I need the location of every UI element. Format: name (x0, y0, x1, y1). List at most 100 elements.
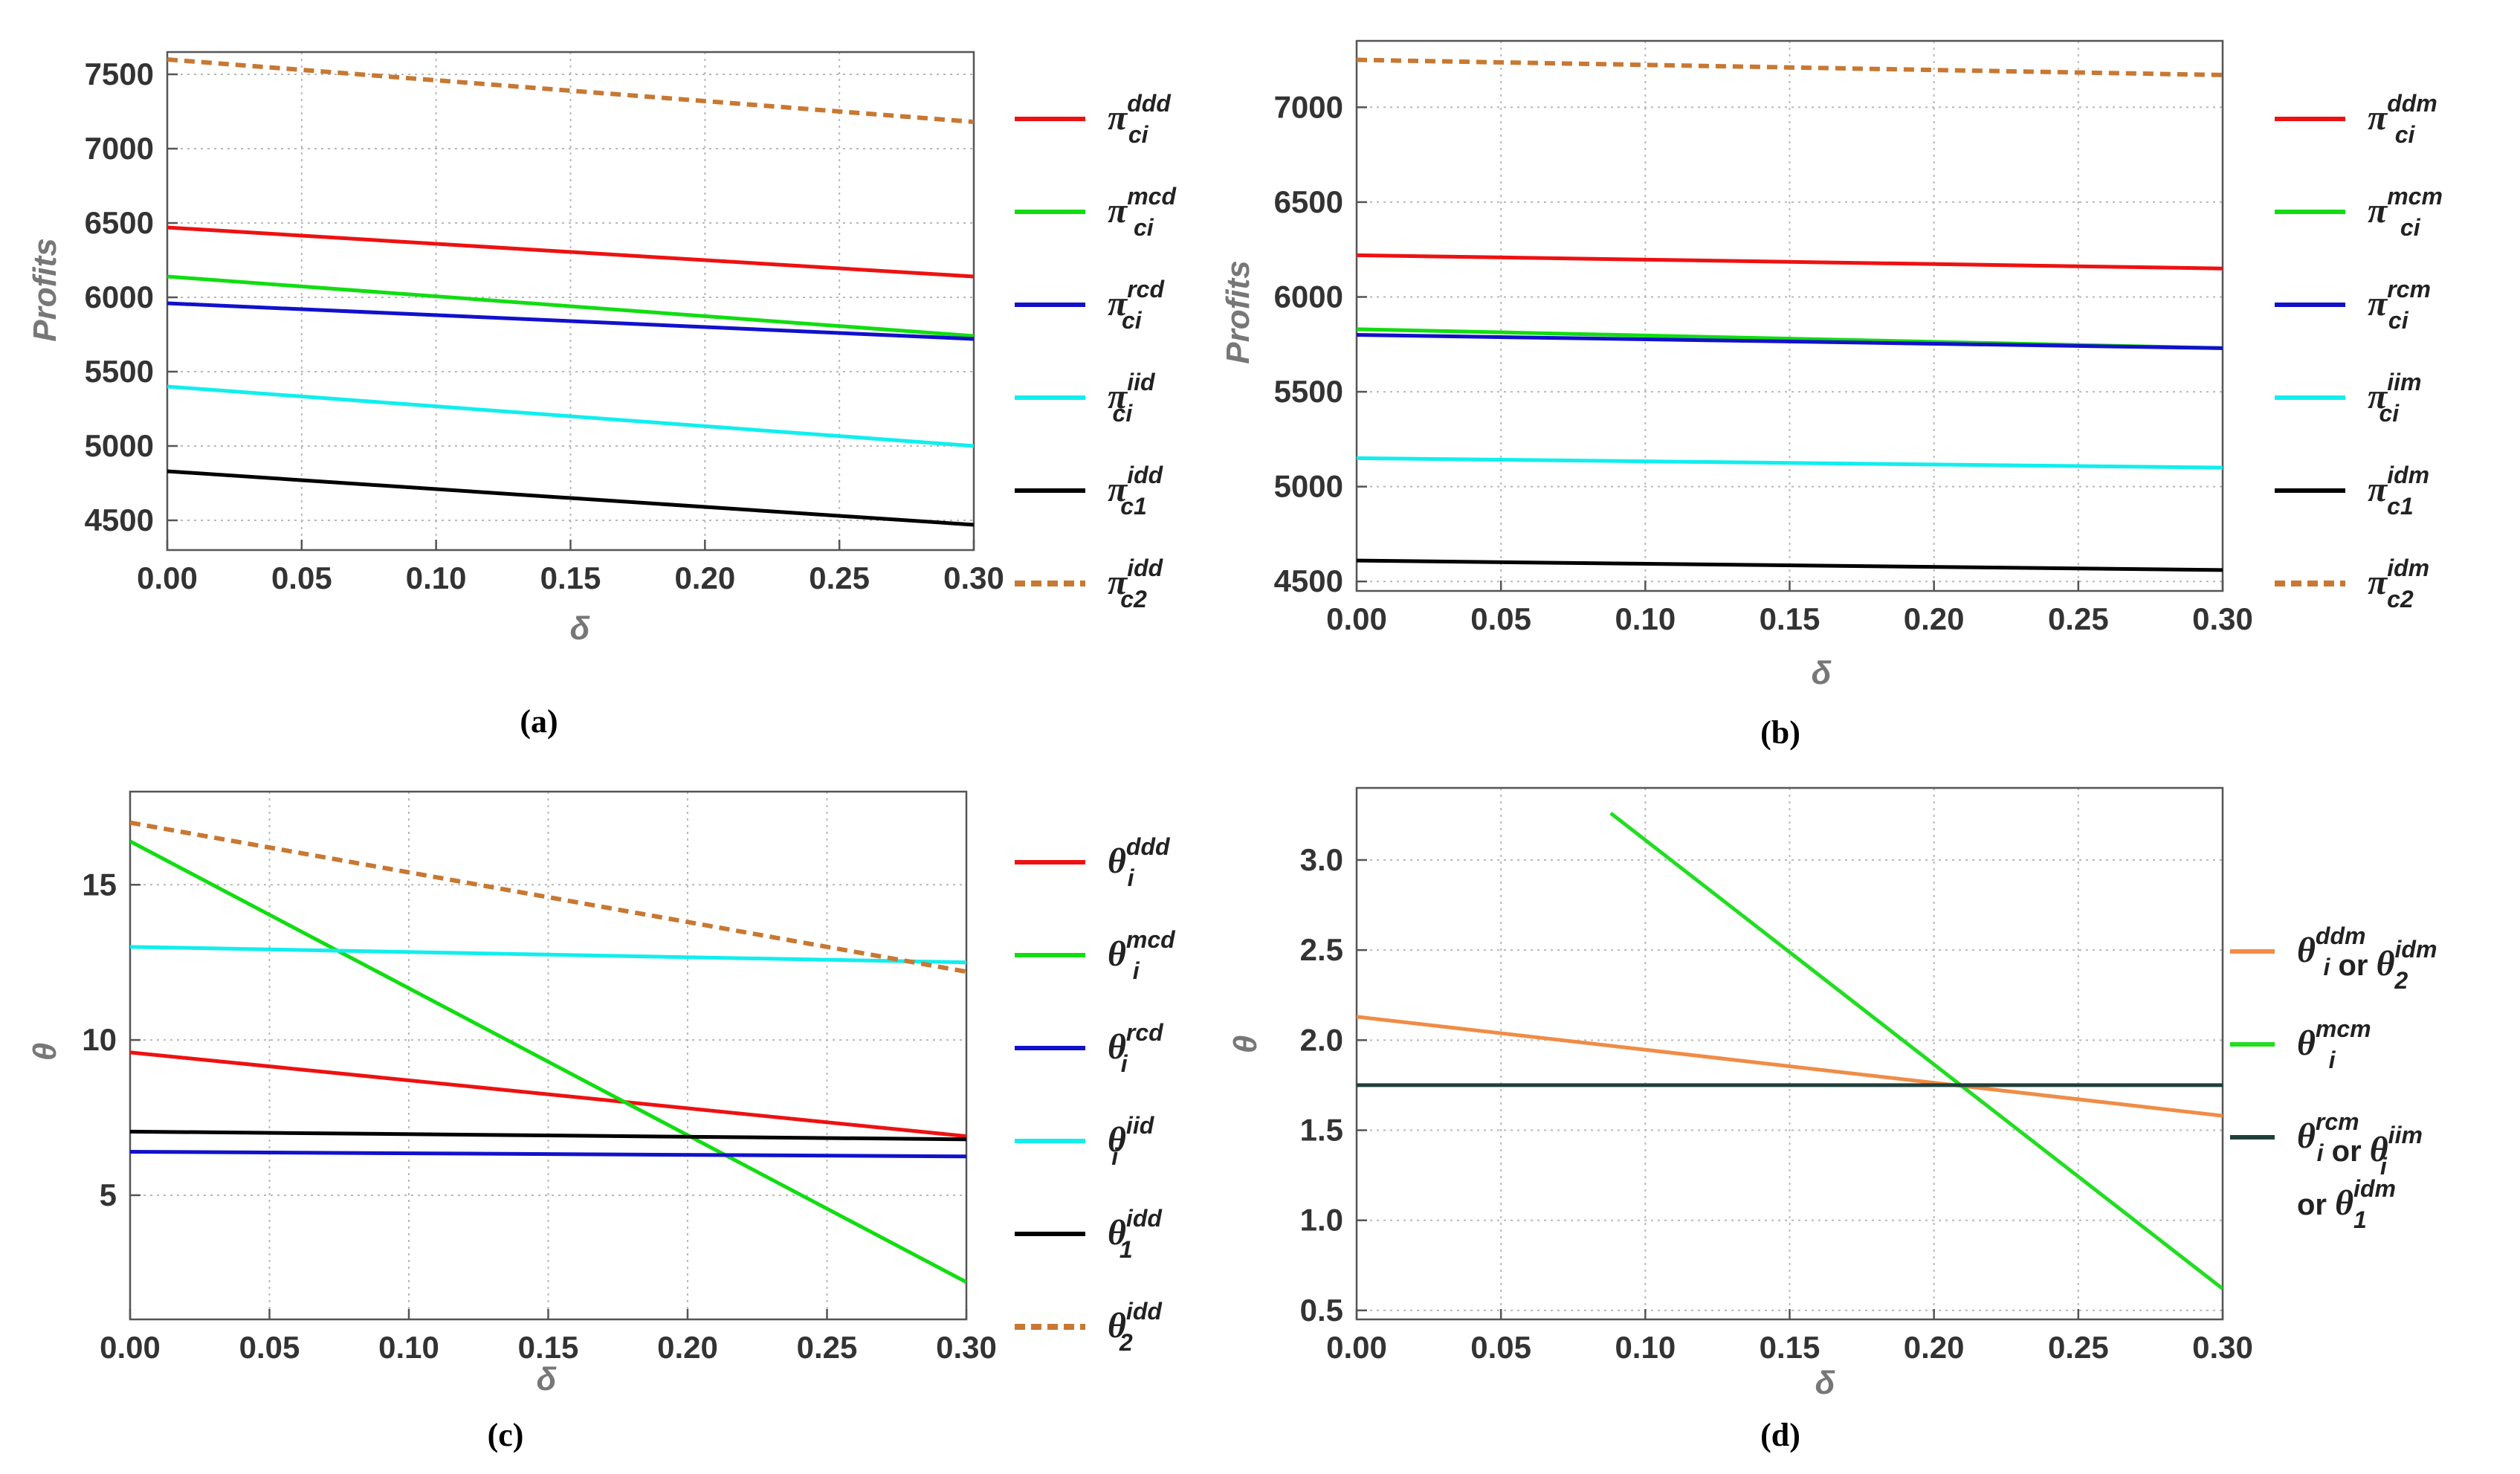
legend-subscript: i (1111, 1143, 1119, 1170)
legend-superscript: iim (2388, 1122, 2423, 1148)
legend-label: πidm c2 (2368, 555, 2429, 612)
legend-subscript: i (1121, 1050, 1128, 1077)
legend-superscript: mcm (2316, 1015, 2371, 1042)
legend-subscript: ci (1113, 400, 1134, 427)
chart-c: 0.00 0.05 0.10 0.15 0.20 0.25 0.3051015δθ(c)θd… (27, 790, 1176, 1453)
x-tick-label: 0.30 (2192, 1330, 2253, 1365)
legend-superscript: rcm (2316, 1108, 2359, 1135)
legend-label: θrcm i or θiim i (2297, 1108, 2423, 1180)
legend-label: πddd ci (1108, 90, 1172, 148)
series-group (130, 820, 966, 1284)
y-tick-label: 5 (100, 1177, 117, 1212)
legend-symbol: π (2368, 98, 2388, 138)
y-tick-label: 5000 (85, 428, 154, 463)
series-line-5 (167, 469, 974, 527)
y-tick-label: 1.5 (1300, 1113, 1343, 1148)
legend-label: θrcd i (1108, 1019, 1164, 1077)
series-line-4 (1357, 456, 2223, 470)
x-tick-label: 0.05 (1470, 1330, 1531, 1365)
x-tick-label: 0.15 (518, 1330, 579, 1365)
legend-symbol: π (1108, 284, 1128, 323)
y-tick-label: 2.5 (1300, 932, 1343, 967)
legend-symbol: θ (2297, 1116, 2316, 1156)
legend-label: θidd 2 (1108, 1298, 1163, 1356)
series-line-1 (1357, 253, 2223, 271)
x-tick-label: 0.20 (1904, 1330, 1965, 1365)
chart-caption: (b) (1760, 714, 1800, 751)
legend-subscript: ci (2379, 400, 2400, 427)
legend-label: θmcd i (1108, 926, 1176, 984)
legend-superscript: idm (2387, 555, 2429, 581)
series-group (1357, 57, 2223, 572)
legend-label: θddd i (1108, 833, 1171, 891)
x-tick-label: 0.05 (239, 1330, 300, 1365)
legend-label: or θidm 1 (2297, 1175, 2396, 1233)
x-tick-label: 0.20 (674, 560, 735, 595)
x-tick-label: 0.20 (657, 1330, 718, 1365)
legend-symbol: θ (2370, 1130, 2388, 1169)
legend-superscript: mcd (1126, 926, 1176, 953)
x-tick-label: 0.00 (137, 560, 198, 595)
legend-superscript: idd (1127, 555, 1163, 581)
legend-subscript: i (2329, 1047, 2336, 1073)
legend-superscript: ddd (1127, 90, 1172, 117)
y-tick-label: 7000 (85, 131, 154, 166)
legend-superscript: iid (1127, 369, 1156, 395)
legend-label: θiid i (1108, 1112, 1155, 1170)
legend-subscript: ci (1128, 121, 1149, 148)
plot-frame (1355, 786, 2224, 1321)
x-tick-label: 0.25 (809, 560, 870, 595)
x-tick-label: 0.25 (2048, 1330, 2109, 1365)
legend-superscript: idm (2387, 462, 2429, 488)
x-tick-label: 0.00 (1326, 1330, 1387, 1365)
legend-subscript: c1 (2387, 493, 2414, 520)
legend-symbol: π (2368, 284, 2388, 323)
legend-subscript: i (1128, 864, 1135, 891)
legend-subscript: ci (2400, 214, 2421, 241)
legend-subscript: i (1133, 957, 1140, 984)
legend-label: πddm ci (2368, 90, 2437, 148)
series-line-5 (1357, 558, 2223, 572)
x-tick-label: 0.15 (1760, 601, 1820, 636)
legend-label: θmcm i (2297, 1015, 2371, 1073)
x-tick-label: 0.10 (1615, 601, 1676, 636)
legend-subscript: c1 (1120, 493, 1147, 520)
series-line-4 (167, 384, 974, 448)
y-tick-label: 3.0 (1300, 842, 1343, 877)
legend-label: θidd 1 (1108, 1205, 1163, 1263)
legend-symbol: θ (2297, 1024, 2316, 1063)
legend-symbol: θ (1108, 1213, 1126, 1252)
legend-subscript: c2 (1120, 586, 1147, 612)
legend-subscript: 1 (1120, 1236, 1133, 1263)
legend-superscript: idd (1126, 1205, 1163, 1232)
x-axis-label: δ (1815, 1365, 1835, 1401)
x-tick-label: 0.00 (1326, 601, 1387, 636)
legend-label: πrcd ci (1108, 276, 1165, 334)
legend-subscript: i (2380, 1153, 2388, 1180)
legend-label: πrcm ci (2368, 276, 2431, 334)
y-tick-label: 1.0 (1300, 1203, 1343, 1238)
chart-caption: (d) (1760, 1417, 1800, 1453)
x-tick-label: 0.20 (1904, 601, 1965, 636)
y-tick-label: 6000 (1274, 279, 1343, 314)
series-line-3 (1357, 333, 2223, 350)
legend-symbol: π (1108, 377, 1128, 416)
legend-superscript: rcd (1127, 276, 1165, 303)
legend-subscript: 2 (2394, 967, 2408, 994)
x-tick-label: 0.05 (1470, 601, 1531, 636)
x-tick-label: 0.10 (378, 1330, 439, 1365)
x-tick-label: 0.10 (1615, 1330, 1676, 1365)
legend-superscript: ddm (2316, 922, 2366, 949)
legend-superscript: mcd (1127, 183, 1177, 210)
legend-subscript: ci (1122, 307, 1143, 334)
series-line-6 (167, 57, 974, 124)
y-tick-label: 0.5 (1300, 1293, 1343, 1328)
legend-superscript: ddd (1126, 833, 1171, 860)
series-line-2 (167, 274, 974, 338)
legend-superscript: idm (2395, 936, 2437, 963)
legend-symbol: θ (1108, 1120, 1126, 1160)
legend-label: πiid ci (1108, 369, 1156, 427)
